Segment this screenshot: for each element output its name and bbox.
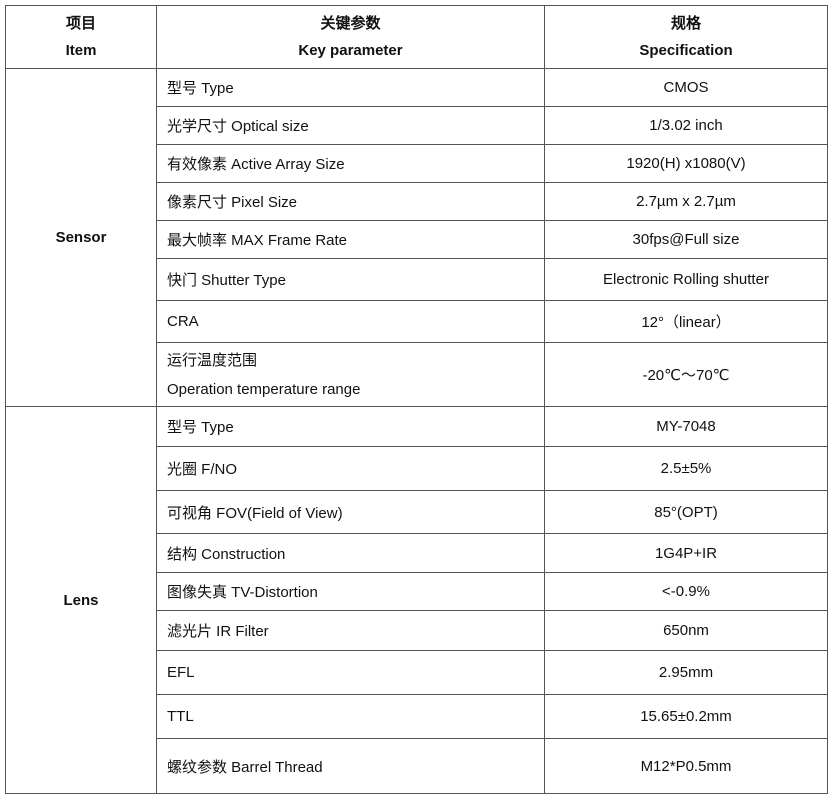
table-row: TTL 15.65±0.2mm — [6, 694, 828, 739]
spec-cell: -20℃～70℃ — [544, 342, 828, 407]
param-cell: 可视角 FOV(Field of View) — [156, 490, 545, 534]
param-cell: TTL — [156, 694, 545, 739]
param-cell: CRA — [156, 300, 545, 343]
table-row: 光圈 F/NO 2.5±5% — [6, 446, 828, 491]
spec-cell: 1920(H) x1080(V) — [544, 144, 828, 183]
header-param: 关键参数 Key parameter — [156, 5, 545, 69]
param-cell: 快门 Shutter Type — [156, 258, 545, 301]
spec-cell: 1/3.02 inch — [544, 106, 828, 145]
spec-cell: 12°（linear） — [544, 300, 828, 343]
param-cell: 光学尺寸 Optical size — [156, 106, 545, 145]
table-row: 滤光片 IR Filter 650nm — [6, 610, 828, 651]
param-cell: 结构 Construction — [156, 533, 545, 573]
table-row: 可视角 FOV(Field of View) 85°(OPT) — [6, 490, 828, 534]
spec-cell: 1G4P+IR — [544, 533, 828, 573]
spec-cell: MY-7048 — [544, 406, 828, 447]
spec-cell: 30fps@Full size — [544, 220, 828, 259]
table-row: Lens 型号 Type MY-7048 — [5, 406, 828, 794]
table-row: 光学尺寸 Optical size 1/3.02 inch — [6, 106, 828, 145]
table-row: 快门 Shutter Type Electronic Rolling shutte… — [6, 258, 828, 301]
spec-table: 项目 Item 关键参数 Key parameter 规格 Specification… — [5, 5, 828, 794]
param-cell: 螺纹参数 Barrel Thread — [156, 738, 545, 794]
header-spec: 规格 Specification — [544, 5, 828, 69]
param-cell: 最大帧率 MAX Frame Rate — [156, 220, 545, 259]
param-cell: 光圈 F/NO — [156, 446, 545, 491]
table-row: EFL 2.95mm — [6, 650, 828, 695]
spec-cell: 2.5±5% — [544, 446, 828, 491]
param-cn: 运行温度范围 — [167, 351, 258, 369]
param-cell: 像素尺寸 Pixel Size — [156, 182, 545, 221]
spec-cell: <-0.9% — [544, 572, 828, 611]
header-item-en: Item — [65, 42, 97, 59]
param-cell: 运行温度范围 Operation temperature range — [156, 342, 545, 407]
table-row: 有效像素 Active Array Size 1920(H) x1080(V) — [6, 144, 828, 183]
param-cell: 型号 Type — [156, 406, 545, 447]
spec-cell: 85°(OPT) — [544, 490, 828, 534]
group-label: Sensor — [5, 68, 157, 407]
table-row: CRA 12°（linear） — [6, 300, 828, 343]
table-row: 结构 Construction 1G4P+IR — [6, 533, 828, 573]
table-row: 最大帧率 MAX Frame Rate 30fps@Full size — [6, 220, 828, 259]
param-en: Operation temperature range — [167, 380, 361, 398]
header-param-cn: 关键参数 — [320, 15, 381, 32]
table-row: 像素尺寸 Pixel Size 2.7µm x 2.7µm — [6, 182, 828, 221]
header-item: 项目 Item — [5, 5, 157, 69]
param-cell: 型号 Type — [156, 68, 545, 107]
param-cell: 滤光片 IR Filter — [156, 610, 545, 651]
table-row: Sensor 型号 Type CMOS — [5, 68, 828, 407]
header-spec-en: Specification — [639, 42, 733, 59]
header-spec-cn: 规格 — [670, 15, 701, 32]
header-param-en: Key parameter — [298, 42, 403, 59]
spec-cell: Electronic Rolling shutter — [544, 258, 828, 301]
table-row: 运行温度范围 Operation temperature range -20℃～70… — [6, 342, 828, 407]
header-row: 项目 Item 关键参数 Key parameter 规格 Specification — [5, 5, 828, 69]
table-row: 螺纹参数 Barrel Thread M12*P0.5mm — [6, 738, 828, 794]
header-item-cn: 项目 — [65, 15, 96, 32]
param-cell: EFL — [156, 650, 545, 695]
spec-cell: 2.95mm — [544, 650, 828, 695]
param-cell: 图像失真 TV-Distortion — [156, 572, 545, 611]
spec-cell: CMOS — [544, 68, 828, 107]
spec-cell: 15.65±0.2mm — [544, 694, 828, 739]
spec-cell: 650nm — [544, 610, 828, 651]
group-label: Lens — [5, 406, 157, 794]
param-cell: 有效像素 Active Array Size — [156, 144, 545, 183]
spec-cell: 2.7µm x 2.7µm — [544, 182, 828, 221]
spec-cell: M12*P0.5mm — [544, 738, 828, 794]
